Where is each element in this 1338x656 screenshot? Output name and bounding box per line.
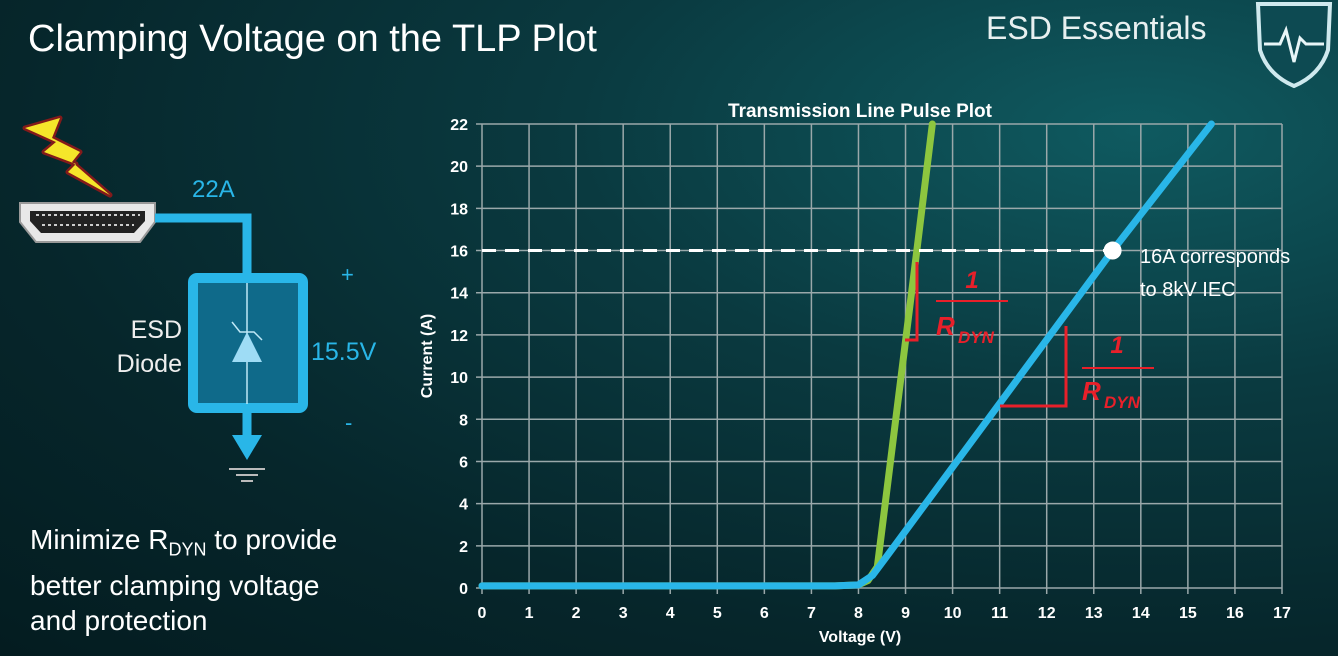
y-tick-label: 6 — [459, 454, 468, 471]
y-tick-label: 4 — [459, 497, 468, 514]
y-tick-label: 16 — [450, 244, 468, 261]
plus-label: + — [341, 262, 354, 287]
slope-numerator: 1 — [1110, 332, 1123, 359]
y-tick-label: 18 — [450, 201, 468, 218]
y-tick-label: 20 — [450, 159, 468, 176]
x-tick-label: 15 — [1179, 605, 1197, 622]
slide-title: Clamping Voltage on the TLP Plot — [28, 18, 597, 60]
x-tick-label: 1 — [525, 605, 534, 622]
y-tick-label: 0 — [459, 581, 468, 598]
x-tick-label: 13 — [1085, 605, 1103, 622]
slope-label-blue: 1 R DYN — [1082, 332, 1154, 412]
slope-denominator: R — [1082, 376, 1101, 406]
x-tick-label: 12 — [1038, 605, 1056, 622]
device-label-diode: Diode — [116, 350, 182, 378]
x-tick-label: 16 — [1226, 605, 1244, 622]
hdmi-connector-icon — [19, 202, 156, 243]
y-tick-label: 14 — [450, 286, 468, 303]
x-tick-label: 7 — [807, 605, 816, 622]
x-tick-label: 11 — [991, 605, 1008, 622]
slope-numerator: 1 — [965, 267, 978, 294]
x-tick-label: 17 — [1273, 605, 1291, 622]
x-tick-label: 14 — [1132, 605, 1150, 622]
slope-subscript: DYN — [1104, 393, 1141, 412]
x-tick-label: 0 — [478, 605, 487, 622]
y-tick-label: 2 — [459, 539, 468, 556]
x-tick-label: 6 — [760, 605, 769, 622]
device-label-esd: ESD — [130, 316, 182, 344]
caption: Minimize RDYN to provide better clamping… — [30, 522, 337, 638]
caption-line-2: better clamping voltage — [30, 569, 320, 601]
x-tick-label: 10 — [944, 605, 962, 622]
slope-marker-green — [905, 262, 919, 342]
caption-subscript: DYN — [168, 539, 207, 560]
caption-text: Minimize R — [30, 524, 169, 555]
highlight-point — [1103, 241, 1122, 260]
y-tick-label: 22 — [450, 117, 468, 134]
x-tick-label: 5 — [713, 605, 722, 622]
chart-title: Transmission Line Pulse Plot — [728, 101, 993, 122]
slope-marker-blue — [1000, 326, 1068, 408]
slope-label-green: 1 R DYN — [936, 267, 1008, 347]
caption-line-3: and protection — [30, 604, 208, 636]
lightning-bolt-icon — [22, 115, 113, 198]
x-tick-label: 4 — [666, 605, 675, 622]
y-tick-label: 12 — [450, 328, 468, 345]
x-tick-label: 9 — [901, 605, 910, 622]
x-axis-label: Voltage (V) — [819, 629, 901, 646]
ground-icon — [229, 468, 265, 482]
esd-circuit-diagram — [19, 115, 308, 482]
slope-denominator: R — [936, 311, 955, 341]
y-tick-label: 10 — [450, 370, 468, 387]
voltage-label: 15.5V — [311, 338, 377, 366]
current-label: 22A — [192, 176, 235, 203]
shield-heartbeat-icon — [1255, 2, 1333, 89]
series-line-green — [478, 120, 936, 590]
series-line-blue — [478, 120, 1215, 590]
annotation-line-2: to 8kV IEC — [1140, 279, 1236, 301]
y-axis-label: Current (A) — [419, 314, 436, 398]
slope-subscript: DYN — [958, 328, 995, 347]
x-tick-label: 3 — [619, 605, 628, 622]
y-tick-label: 8 — [459, 412, 468, 429]
x-tick-label: 8 — [854, 605, 863, 622]
annotation-line-1: 16A corresponds — [1140, 246, 1290, 268]
x-tick-label: 2 — [572, 605, 581, 622]
caption-text: to provide — [206, 524, 338, 555]
brand-name: ESD Essentials — [986, 10, 1207, 46]
minus-label: - — [345, 410, 353, 435]
